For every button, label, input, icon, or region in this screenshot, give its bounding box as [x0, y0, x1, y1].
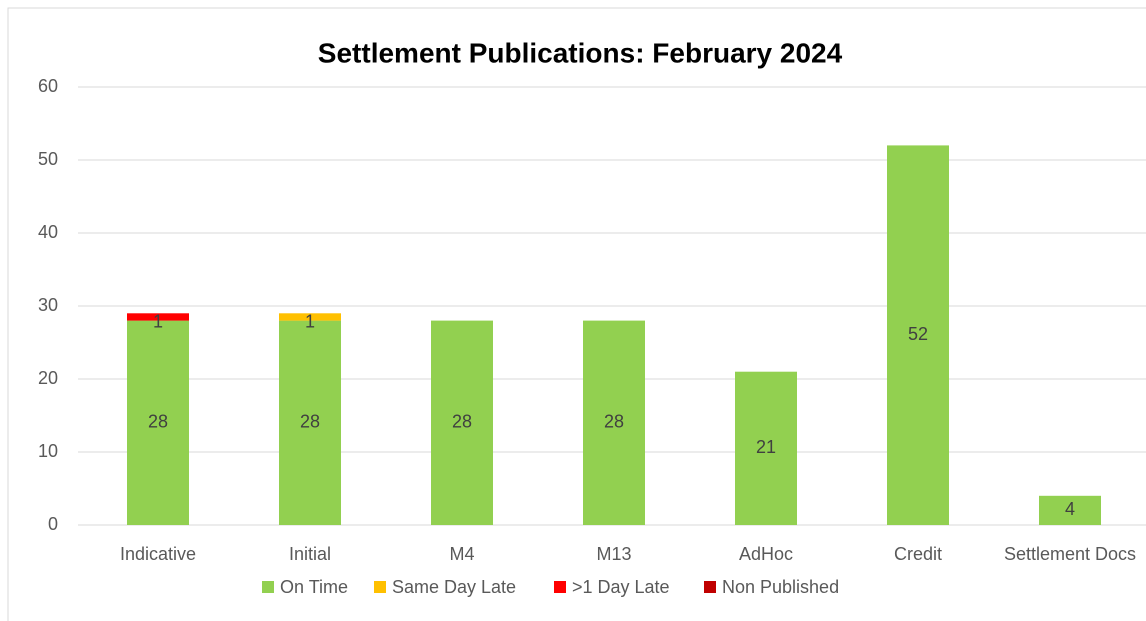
legend-swatch [704, 581, 716, 593]
y-tick-label: 50 [38, 149, 58, 169]
bar-segment [431, 320, 493, 525]
data-label: 1 [153, 312, 163, 332]
legend-swatch [374, 581, 386, 593]
bar-segment [1039, 495, 1101, 525]
data-label: 21 [756, 437, 776, 457]
y-tick-label: 30 [38, 295, 58, 315]
x-tick-label: M13 [596, 544, 631, 564]
bar-segment [127, 313, 189, 321]
y-tick-label: 40 [38, 222, 58, 242]
data-label: 28 [452, 412, 472, 432]
data-label: 4 [1065, 499, 1075, 519]
y-tick-label: 60 [38, 76, 58, 96]
bar-segment [735, 371, 797, 525]
x-tick-label: AdHoc [739, 544, 793, 564]
x-tick-label: Initial [289, 544, 331, 564]
legend-label: On Time [280, 577, 348, 597]
legend-swatch [554, 581, 566, 593]
bar-segment [887, 145, 949, 525]
y-tick-label: 20 [38, 368, 58, 388]
bar-segment [583, 320, 645, 525]
legend-label: Same Day Late [392, 577, 516, 597]
bar-segment [279, 313, 341, 321]
data-label: 28 [148, 412, 168, 432]
bar-segment [279, 320, 341, 525]
x-tick-label: Settlement Docs [1004, 544, 1136, 564]
data-label: 1 [305, 312, 315, 332]
x-tick-label: Credit [894, 544, 942, 564]
legend-label: Non Published [722, 577, 839, 597]
x-tick-label: Indicative [120, 544, 196, 564]
chart-title: Settlement Publications: February 2024 [318, 37, 843, 68]
bar-segment [127, 320, 189, 525]
data-label: 28 [604, 412, 624, 432]
chart-border [7, 7, 1146, 621]
x-tick-label: M4 [449, 544, 474, 564]
data-label: 52 [908, 324, 928, 344]
y-tick-label: 10 [38, 441, 58, 461]
legend-swatch [262, 581, 274, 593]
legend-label: >1 Day Late [572, 577, 670, 597]
y-tick-label: 0 [48, 514, 58, 534]
data-label: 28 [300, 412, 320, 432]
